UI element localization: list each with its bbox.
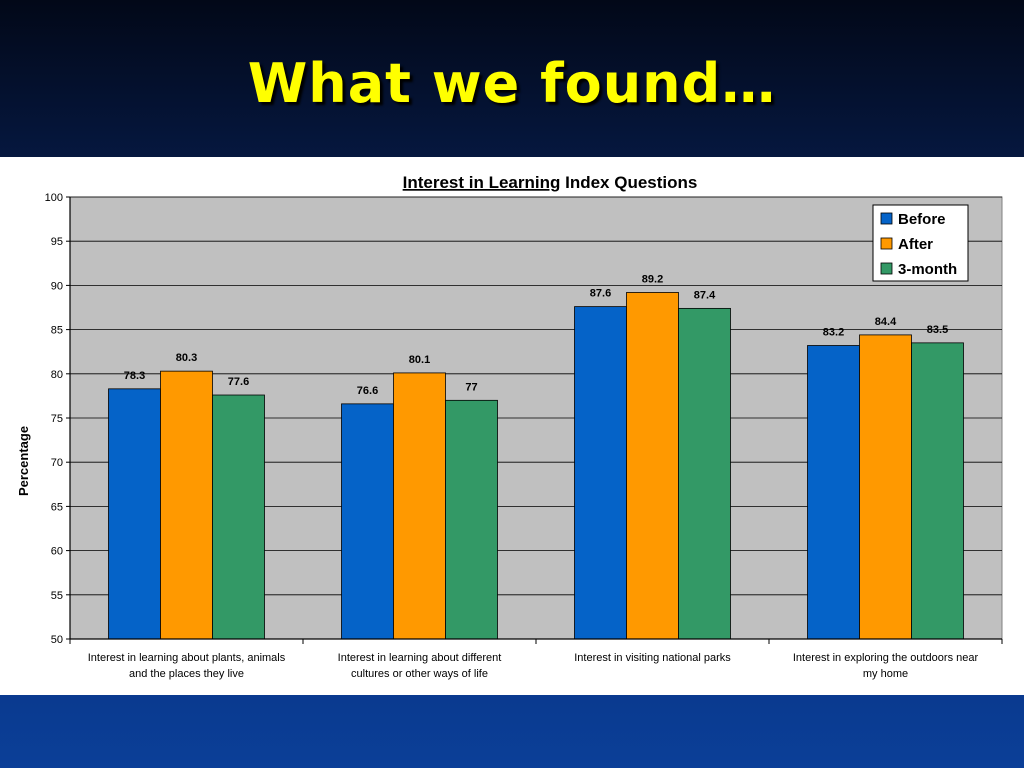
slide-title: What we found… <box>247 52 777 115</box>
y-tick-label: 70 <box>51 457 63 469</box>
bar-after <box>393 372 446 640</box>
chart-title: Interest in Learning Index Questions <box>403 173 698 192</box>
chart-title-underlined: Interest in Learning <box>403 173 561 192</box>
y-tick-label: 50 <box>51 634 63 646</box>
bar-before <box>574 306 627 640</box>
data-label: 83.5 <box>927 324 948 336</box>
bar-before <box>108 388 161 640</box>
y-tick-label: 100 <box>45 192 63 204</box>
data-label: 89.2 <box>642 273 663 285</box>
bar-before <box>807 345 860 640</box>
legend-swatch <box>880 262 893 275</box>
data-label: 76.6 <box>357 385 378 397</box>
bar-3-month <box>212 394 265 640</box>
data-label: 87.4 <box>694 289 716 301</box>
x-tick-label: Interest in learning about different <box>338 652 502 664</box>
y-tick-label: 95 <box>51 236 63 248</box>
legend-label: 3-month <box>898 261 957 278</box>
y-tick-label: 90 <box>51 280 63 292</box>
x-tick-label: cultures or other ways of life <box>351 668 488 680</box>
y-axis-label: Percentage <box>16 426 31 496</box>
legend-swatch <box>880 212 893 225</box>
bar-3-month <box>678 307 731 640</box>
legend-swatch <box>880 237 893 250</box>
bar-3-month <box>445 399 498 640</box>
x-tick-label: my home <box>863 668 908 680</box>
y-tick-label: 55 <box>51 590 63 602</box>
x-tick-label: Interest in exploring the outdoors near <box>793 652 979 664</box>
legend: Before After 3-month <box>872 204 969 282</box>
data-label: 77.6 <box>228 376 249 388</box>
data-label: 80.3 <box>176 352 197 364</box>
data-label: 77 <box>465 381 477 393</box>
legend-label: After <box>898 236 933 253</box>
bar-after <box>626 292 679 640</box>
data-label: 78.3 <box>124 370 145 382</box>
bar-chart: Interest in Learning Index Questions 505… <box>16 173 1003 680</box>
footer-bar <box>0 695 1024 768</box>
bar-after <box>859 334 912 640</box>
data-label: 84.4 <box>875 316 897 328</box>
plot-area: 50 55 60 65 70 75 80 85 90 95 100 78.3 80.3 77.6 Inter… <box>45 192 1003 680</box>
chart-title-rest: Index Questions <box>560 173 697 192</box>
x-tick-label: Interest in visiting national parks <box>574 652 731 664</box>
bar-before <box>341 403 394 640</box>
chart-panel: Interest in Learning Index Questions 50 5… <box>0 157 1024 695</box>
x-tick-label: Interest in learning about plants, anima… <box>88 652 286 664</box>
data-label: 83.2 <box>823 327 844 339</box>
y-tick-label: 85 <box>51 325 63 337</box>
y-tick-label: 60 <box>51 546 63 558</box>
data-label: 80.1 <box>409 354 430 366</box>
y-tick-label: 75 <box>51 413 63 425</box>
x-tick-label: and the places they live <box>129 668 244 680</box>
data-label: 87.6 <box>590 288 611 300</box>
y-tick-label: 80 <box>51 369 63 381</box>
y-tick-label: 65 <box>51 501 63 513</box>
bar-after <box>160 370 213 640</box>
legend-label: Before <box>898 211 946 228</box>
bar-3-month <box>911 342 964 640</box>
